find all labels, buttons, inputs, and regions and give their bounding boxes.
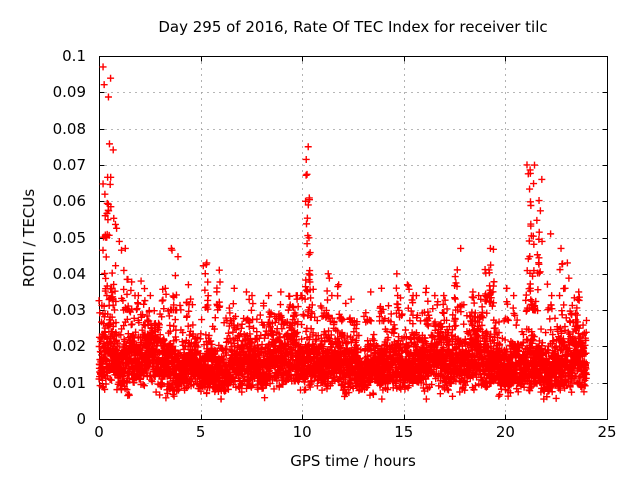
y-tick-label: 0.05 [52,228,86,247]
y-tick-label: 0.04 [52,264,86,283]
y-tick-label: 0.02 [52,337,86,356]
x-tick-label: 10 [292,423,312,441]
chart-title: Day 295 of 2016, Rate Of TEC Index for r… [158,18,548,36]
x-tick-label: 15 [394,423,414,441]
y-tick-label: 0.07 [52,155,86,174]
x-tick-label: 25 [597,423,617,441]
x-axis-label: GPS time / hours [290,452,416,470]
y-tick-label: 0.09 [52,83,86,102]
y-tick-label: 0.08 [52,119,86,138]
x-tick-label: 0 [94,423,104,441]
y-tick-label: 0 [76,410,86,428]
x-tick-label: 5 [195,423,206,441]
y-tick-label: 0.1 [62,47,86,65]
x-tick-label: 20 [495,423,515,441]
y-tick-label: 0.03 [52,301,86,320]
y-tick-label: 0.06 [52,192,86,211]
y-tick-label: 0.01 [52,373,86,392]
